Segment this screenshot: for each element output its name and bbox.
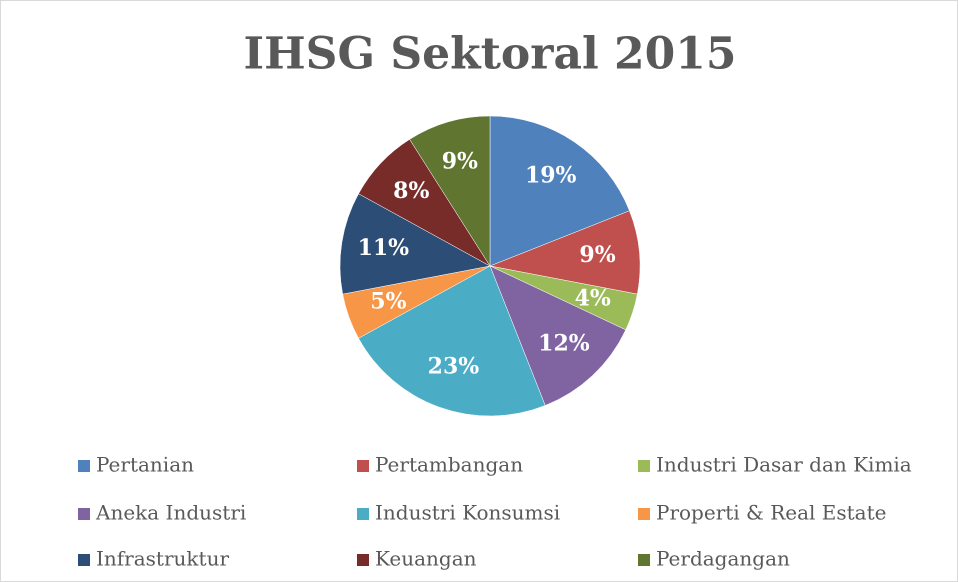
- pie-slice: [409, 115, 491, 267]
- legend-swatch: [357, 554, 369, 566]
- data-label: 5%: [370, 289, 406, 315]
- legend-label: Industri Dasar dan Kimia: [656, 453, 912, 477]
- data-label: 12%: [538, 331, 590, 357]
- legend-swatch: [78, 508, 90, 520]
- data-label: 8%: [393, 178, 429, 204]
- legend-label: Keuangan: [375, 547, 477, 571]
- pie-slice: [489, 210, 641, 295]
- legend-swatch: [78, 554, 90, 566]
- data-label: 11%: [358, 235, 410, 261]
- chart-title: IHSG Sektoral 2015: [244, 29, 737, 80]
- legend-label: Infrastruktur: [96, 547, 229, 571]
- pie-slice: [358, 265, 546, 417]
- legend-label: Pertambangan: [375, 453, 523, 477]
- legend-swatch: [638, 508, 650, 520]
- data-label: 9%: [442, 148, 478, 174]
- legend-swatch: [638, 460, 650, 472]
- legend-label: Perdagangan: [656, 547, 790, 571]
- legend-swatch: [638, 554, 650, 566]
- legend-label: Properti & Real Estate: [656, 501, 886, 525]
- legend-swatch: [357, 508, 369, 520]
- pie-slice: [489, 265, 627, 406]
- pie-slice: [489, 115, 630, 267]
- pie-slice: [339, 193, 491, 295]
- data-label: 9%: [579, 242, 615, 268]
- data-label: 23%: [428, 354, 480, 380]
- legend-label: Pertanian: [96, 453, 194, 477]
- legend-swatch: [357, 460, 369, 472]
- legend-label: Industri Konsumsi: [375, 501, 560, 525]
- data-label: 4%: [575, 285, 611, 311]
- legend-swatch: [78, 460, 90, 472]
- data-label: 19%: [525, 163, 577, 189]
- legend-label: Aneka Industri: [95, 501, 246, 525]
